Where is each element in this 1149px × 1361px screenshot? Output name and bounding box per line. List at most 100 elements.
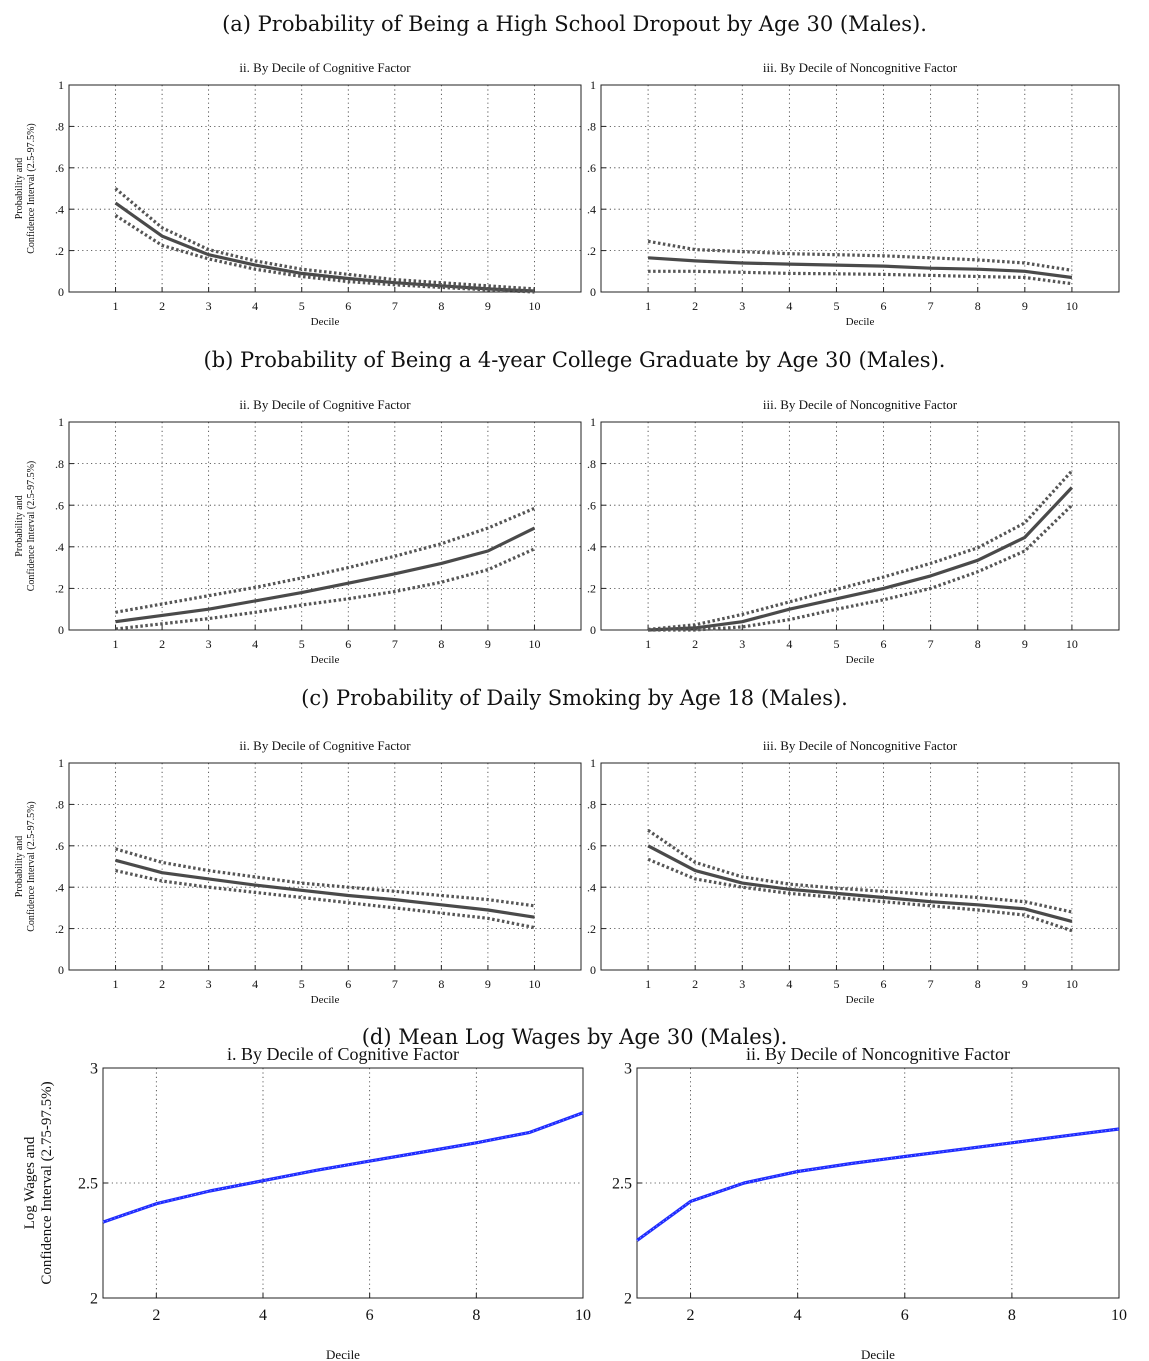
x-tick-label: 3 (206, 637, 212, 651)
y-tick-label: .8 (55, 457, 64, 471)
x-tick-label: 7 (392, 299, 398, 313)
series-estimate-line (636, 1127, 1120, 1242)
x-tick-label: 4 (794, 1307, 802, 1324)
chart-title: ii. By Decile of Noncognitive Factor (746, 1044, 1010, 1064)
x-axis-label: Decile (311, 994, 340, 1006)
panel-a-title: (a) Probability of Being a High School D… (222, 12, 927, 36)
y-tick-label: .6 (55, 498, 64, 512)
y-axis-label: Probability and (14, 158, 25, 219)
x-tick-label: 4 (252, 977, 258, 991)
y-tick-label: 3 (624, 1061, 632, 1078)
axes-box (68, 84, 582, 293)
y-tick-label: 0 (590, 285, 596, 299)
y-tick-label: .8 (587, 120, 596, 134)
x-tick-label: 2 (159, 977, 165, 991)
y-axis-label: Confidence Interval (2.5-97.5%) (26, 801, 37, 932)
y-tick-label: .4 (587, 880, 596, 894)
series-estimate-line (115, 858, 535, 919)
axes-box (600, 762, 1120, 971)
y-tick-label: .6 (587, 161, 596, 175)
y-tick-label: .6 (55, 161, 64, 175)
x-tick-label: 3 (739, 977, 745, 991)
axes-box (68, 421, 582, 631)
y-tick-label: .4 (587, 202, 596, 216)
x-tick-label: 4 (786, 637, 792, 651)
x-tick-label: 6 (345, 637, 351, 651)
x-tick-label: 9 (1022, 299, 1028, 313)
x-tick-label: 8 (438, 637, 444, 651)
y-tick-label: 1 (590, 415, 596, 429)
y-tick-label: .2 (55, 244, 64, 258)
series-lower-line (115, 869, 535, 930)
chart-2-1: 1 2 3 4 5 6 7 8 9 10 0 .2 .4 .6 .8 1 iii. By Decile of N… (587, 738, 1120, 1006)
x-tick-label: 2 (692, 977, 698, 991)
y-axis-label: Confidence Interval (2.5-97.5%) (26, 123, 37, 254)
axes-box (600, 421, 1120, 631)
x-tick-label: 2 (159, 299, 165, 313)
x-tick-label: 5 (833, 299, 839, 313)
x-tick-label: 10 (1066, 299, 1078, 313)
x-tick-label: 4 (252, 637, 258, 651)
x-tick-label: 8 (975, 637, 981, 651)
y-tick-label: 1 (590, 78, 596, 92)
x-tick-label: 10 (1066, 977, 1078, 991)
y-tick-label: .6 (55, 839, 64, 853)
y-tick-label: 2.5 (78, 1176, 98, 1193)
y-tick-label: .8 (587, 457, 596, 471)
x-tick-label: 8 (975, 299, 981, 313)
series-lower-line (648, 504, 1074, 632)
series-estimate-line (102, 1111, 584, 1224)
y-axis-label: Probability and (14, 495, 25, 556)
chart-title: i. By Decile of Cognitive Factor (227, 1044, 459, 1064)
y-tick-label: .2 (55, 922, 64, 936)
chart-2-0: 1 2 3 4 5 6 7 8 9 10 0 .2 .4 .6 .8 1 ii. By Decile of Co… (14, 738, 582, 1006)
chart-0-1: 1 2 3 4 5 6 7 8 9 10 0 .2 .4 .6 .8 1 iii. By Decile of N… (587, 60, 1120, 328)
x-tick-label: 9 (485, 637, 491, 651)
x-tick-label: 5 (833, 637, 839, 651)
y-tick-label: .2 (587, 244, 596, 258)
series-lower-line (115, 547, 536, 631)
x-axis-label: Decile (326, 1347, 360, 1361)
y-tick-label: .8 (55, 798, 64, 812)
x-axis-label: Decile (846, 654, 875, 666)
y-tick-label: .2 (55, 582, 64, 596)
chart-title: ii. By Decile of Cognitive Factor (239, 397, 411, 412)
series-estimate-line (647, 256, 1073, 280)
y-tick-label: .4 (587, 540, 596, 554)
axes-box (102, 1067, 584, 1299)
y-tick-label: 1 (58, 415, 64, 429)
x-tick-label: 1 (645, 977, 651, 991)
y-tick-label: .2 (587, 582, 596, 596)
x-tick-label: 10 (575, 1307, 591, 1324)
x-tick-label: 4 (259, 1307, 267, 1324)
series-upper-line (114, 187, 535, 291)
x-tick-label: 10 (528, 299, 540, 313)
x-tick-label: 1 (645, 299, 651, 313)
x-tick-label: 8 (1008, 1307, 1016, 1324)
x-tick-label: 4 (786, 299, 792, 313)
x-tick-label: 10 (528, 637, 540, 651)
series-upper-line (647, 469, 1074, 631)
y-tick-label: .8 (587, 798, 596, 812)
y-tick-label: 1 (58, 78, 64, 92)
y-axis-label: Confidence Interval (2.75-97.5%) (39, 1081, 55, 1284)
x-tick-label: 2 (687, 1307, 695, 1324)
chart-1-1: 1 2 3 4 5 6 7 8 9 10 0 .2 .4 .6 .8 1 iii. By Decile of N… (587, 397, 1120, 666)
chart-title: ii. By Decile of Cognitive Factor (239, 738, 411, 753)
series-upper-line (115, 506, 536, 614)
panel-d-title: (d) Mean Log Wages by Age 30 (Males). (361, 1025, 788, 1049)
x-tick-label: 5 (299, 299, 305, 313)
chart-title: iii. By Decile of Noncognitive Factor (763, 738, 958, 753)
y-tick-label: 0 (58, 963, 64, 977)
x-tick-label: 3 (206, 299, 212, 313)
series-estimate-line (647, 844, 1073, 923)
x-axis-label: Decile (846, 316, 875, 328)
axes-box (600, 84, 1120, 293)
x-tick-label: 5 (299, 637, 305, 651)
y-tick-label: 0 (590, 963, 596, 977)
x-tick-label: 6 (345, 977, 351, 991)
x-tick-label: 6 (881, 637, 887, 651)
series-lower-line (648, 269, 1073, 286)
